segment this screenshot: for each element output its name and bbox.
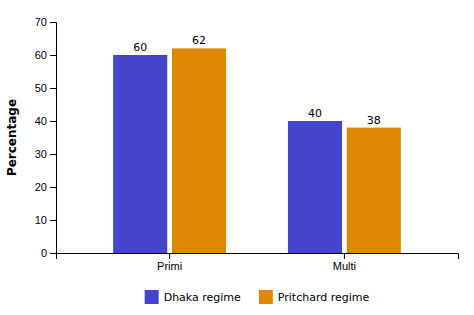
data-label: 40 — [308, 107, 322, 120]
x-tick-mark — [169, 253, 170, 259]
y-tick-mark — [50, 22, 56, 23]
x-tick: Multi — [333, 253, 356, 272]
y-tick-label: 30 — [35, 148, 47, 160]
bar — [113, 55, 167, 253]
y-tick-mark — [50, 187, 56, 188]
x-axis-line — [57, 254, 459, 260]
bars — [113, 48, 401, 253]
y-tick-label: 70 — [35, 16, 47, 28]
y-tick-label: 50 — [35, 82, 47, 94]
y-tick: 40 — [35, 115, 56, 127]
y-tick-label: 60 — [35, 49, 47, 61]
legend-label: Pritchard regime — [278, 291, 370, 304]
y-tick-label: 0 — [41, 247, 47, 259]
legend: Dhaka regime Pritchard regime — [145, 290, 370, 304]
y-tick: 10 — [35, 214, 56, 226]
data-label: 62 — [192, 34, 206, 47]
legend-item: Dhaka regime — [145, 290, 241, 304]
y-tick: 0 — [41, 247, 56, 259]
data-labels: 60 40 62 38 — [133, 34, 381, 126]
legend-item: Pritchard regime — [259, 290, 370, 304]
x-tick: Primi — [157, 253, 182, 272]
y-tick: 50 — [35, 82, 56, 94]
y-tick-mark — [50, 154, 56, 155]
x-tick-label: Primi — [157, 260, 182, 272]
data-label: 38 — [367, 114, 381, 127]
y-axis: 0 10 20 30 40 50 60 70 — [35, 16, 57, 259]
x-tick-mark — [344, 253, 345, 259]
y-axis-title: Percentage — [5, 99, 19, 176]
y-tick: 30 — [35, 148, 56, 160]
legend-swatch — [259, 290, 273, 304]
data-label: 60 — [133, 41, 147, 54]
y-tick-mark — [50, 55, 56, 56]
y-tick-mark — [50, 88, 56, 89]
bar — [288, 121, 342, 253]
y-tick-mark — [50, 220, 56, 221]
y-tick-label: 10 — [35, 214, 47, 226]
y-tick-mark — [50, 253, 56, 254]
x-axis: Primi Multi — [57, 253, 459, 272]
y-tick-label: 40 — [35, 115, 47, 127]
legend-swatch — [145, 290, 159, 304]
bar — [172, 48, 226, 253]
y-tick: 20 — [35, 181, 56, 193]
legend-label: Dhaka regime — [164, 291, 241, 304]
y-tick-label: 20 — [35, 181, 47, 193]
chart: 0 10 20 30 40 50 60 70 Primi Multi 60 40 62 38 Percent… — [0, 0, 474, 315]
x-tick-label: Multi — [333, 260, 356, 272]
y-axis-line — [50, 23, 57, 254]
plot: 0 10 20 30 40 50 60 70 Primi Multi 60 40 62 38 — [35, 16, 459, 272]
y-tick: 70 — [35, 16, 56, 28]
y-tick-mark — [50, 121, 56, 122]
y-tick: 60 — [35, 49, 56, 61]
bar — [347, 128, 401, 253]
